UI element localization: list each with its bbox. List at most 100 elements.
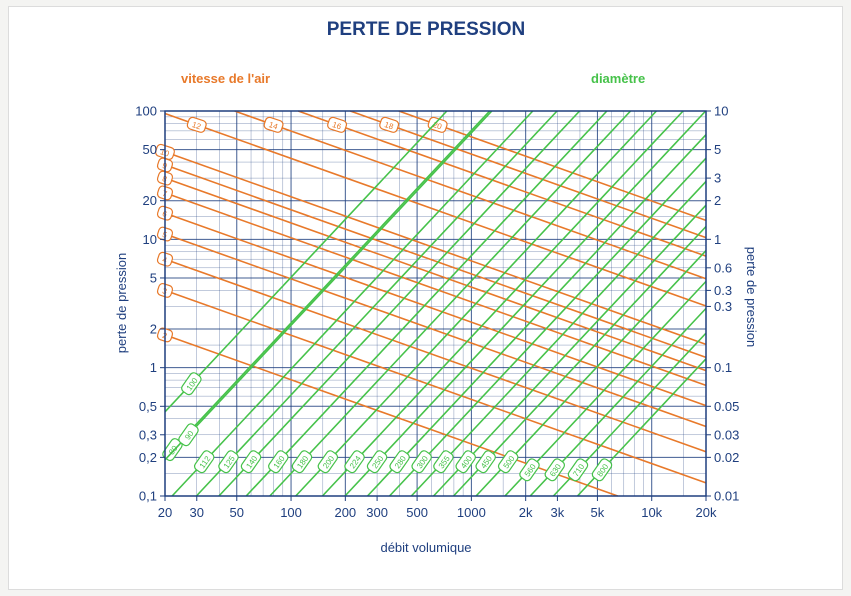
air-speed-line-20 xyxy=(398,110,707,222)
y-right-tick-label: 0.6 xyxy=(714,260,732,275)
y-left-tick-label: 5 xyxy=(150,270,157,285)
line-label-tag xyxy=(218,450,239,474)
air-speed-label-16: 16 xyxy=(327,116,348,133)
line-label-tag xyxy=(178,423,199,447)
x-tick-label: 50 xyxy=(230,505,244,520)
diameter-line-112 xyxy=(171,110,534,497)
chart-title: PERTE DE PRESSION xyxy=(327,19,526,40)
air-speed-line-8 xyxy=(164,177,707,372)
diameter-line-100 xyxy=(164,110,448,413)
x-tick-label: 500 xyxy=(406,505,428,520)
diameter-label-100: 100 xyxy=(181,372,202,396)
line-label-text: 16 xyxy=(331,120,343,131)
diameter-label-125: 125 xyxy=(218,450,239,474)
y-right-tick-label: 2 xyxy=(714,193,721,208)
y-right-tick-label: 0.01 xyxy=(714,489,739,504)
y-right-tick-label: 0.05 xyxy=(714,399,739,414)
air-speed-label-14: 14 xyxy=(263,116,284,133)
air-speed-line-4 xyxy=(164,258,707,453)
x-tick-label: 3k xyxy=(551,505,565,520)
line-label-tag xyxy=(455,450,476,474)
y-right-tick-label: 1 xyxy=(714,232,721,247)
diameter-line-355 xyxy=(410,180,707,497)
diameter-line-400 xyxy=(432,204,707,497)
diameter-line-560 xyxy=(504,280,707,497)
diameter-label-500: 500 xyxy=(497,450,519,474)
y-axis-label-right: perte de pression xyxy=(744,247,759,347)
legend-diameter: diamètre xyxy=(591,71,645,86)
line-label-tag xyxy=(519,458,540,482)
line-label-tag xyxy=(475,450,496,474)
series-lines: 2345678910121416182080901001121251401601… xyxy=(155,110,707,497)
diameter-label-630: 630 xyxy=(544,458,566,482)
x-tick-label: 2k xyxy=(519,505,533,520)
air-speed-label-12: 12 xyxy=(186,116,207,133)
x-tick-label: 10k xyxy=(641,505,662,520)
line-label-tag xyxy=(240,450,262,474)
line-label-text: 12 xyxy=(191,120,203,131)
x-axis-label: débit volumique xyxy=(380,540,471,555)
x-tick-label: 300 xyxy=(366,505,388,520)
diameter-label-710: 710 xyxy=(567,458,589,482)
y-axis-label-left: perte de pression xyxy=(114,253,129,353)
air-speed-line-3 xyxy=(164,289,707,484)
air-speed-line-16 xyxy=(297,110,707,257)
diameter-line-300 xyxy=(388,157,707,497)
diameter-line-180 xyxy=(269,110,632,497)
diameter-line-450 xyxy=(452,225,707,497)
diameter-line-200 xyxy=(295,110,657,497)
line-label-tag xyxy=(411,450,432,474)
diameter-label-140: 140 xyxy=(240,450,262,474)
diameter-label-200: 200 xyxy=(317,450,339,474)
y-left-tick-label: 2 xyxy=(150,322,157,337)
y-left-tick-label: 10 xyxy=(143,232,157,247)
diameter-line-140 xyxy=(218,110,581,497)
line-label-text: 14 xyxy=(268,120,280,131)
air-speed-label-18: 18 xyxy=(379,116,400,133)
y-right-tick-label: 5 xyxy=(714,142,721,157)
diameter-line-90 xyxy=(164,110,493,461)
x-tick-label: 30 xyxy=(190,505,204,520)
line-label-tag xyxy=(344,450,365,474)
line-label-tag xyxy=(263,116,284,133)
diameter-label-280: 280 xyxy=(389,450,410,474)
plot-frame xyxy=(164,110,707,497)
y-right-tick-label: 0.1 xyxy=(714,360,732,375)
diameter-line-224 xyxy=(321,110,684,497)
air-speed-line-6 xyxy=(164,212,707,407)
air-speed-line-7 xyxy=(164,192,707,387)
legend-air-speed: vitesse de l'air xyxy=(181,71,270,86)
air-speed-line-14 xyxy=(234,110,707,280)
y-right-tick-label: 0.3 xyxy=(714,299,732,314)
diameter-line-160 xyxy=(245,110,608,497)
y-right-tick-label: 0.3 xyxy=(714,283,732,298)
y-left-tick-label: 1 xyxy=(150,360,157,375)
line-label-tag xyxy=(389,450,410,474)
diameter-line-250 xyxy=(344,110,707,497)
axis-ticks: 20 30 50 100 200 300 500 1000 2k 3k 5k 10k 20k 100 50 2… xyxy=(135,104,739,521)
line-label-tag xyxy=(544,458,566,482)
x-tick-label: 1000 xyxy=(457,505,486,520)
x-tick-label: 5k xyxy=(591,505,605,520)
line-label-tag xyxy=(327,116,348,133)
line-label-tag xyxy=(433,450,454,474)
diameter-label-450: 450 xyxy=(475,450,496,474)
y-left-tick-label: 20 xyxy=(143,193,157,208)
air-speed-line-2 xyxy=(164,334,619,497)
diameter-label-160: 160 xyxy=(268,450,289,474)
diameter-line-280 xyxy=(366,134,707,497)
line-label-tag xyxy=(317,450,339,474)
air-speed-line-12 xyxy=(164,112,707,307)
x-tick-label: 100 xyxy=(280,505,302,520)
air-speed-line-18 xyxy=(349,110,707,239)
y-left-tick-label: 0,3 xyxy=(139,427,157,442)
y-left-tick-label: 0,5 xyxy=(139,399,157,414)
y-right-tick-label: 0.02 xyxy=(714,450,739,465)
line-label-tag xyxy=(181,372,202,396)
y-right-tick-label: 10 xyxy=(714,104,728,119)
diameter-line-80 xyxy=(164,110,491,459)
diameter-label-180: 180 xyxy=(291,450,313,474)
line-label-tag xyxy=(193,450,215,474)
diameter-label-560: 560 xyxy=(519,458,540,482)
y-left-tick-label: 0,1 xyxy=(139,489,157,504)
